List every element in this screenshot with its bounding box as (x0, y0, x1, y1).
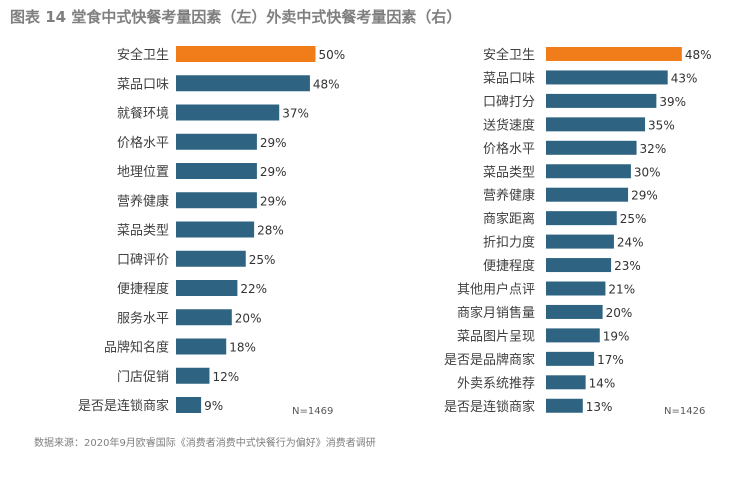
takeout-category-label: 菜品类型 (483, 165, 535, 180)
takeout-value-label: 24% (617, 236, 644, 250)
takeout-chart: 安全卫生 48% 菜品口味 43% 口碑打分 39% 送货速度 35% 价格水平 32% 菜品类型 3… (444, 47, 712, 417)
dinein-value-label: 29% (260, 136, 287, 150)
takeout-category-label: 营养健康 (483, 188, 535, 204)
dinein-value-label: 48% (313, 77, 340, 91)
takeout-category-label: 商家距离 (483, 211, 535, 227)
takeout-category-label: 菜品口味 (483, 71, 535, 86)
dinein-category-label: 口碑评价 (117, 252, 169, 268)
dinein-category-label: 菜品类型 (117, 224, 169, 239)
takeout-bar (546, 164, 631, 178)
dinein-bar (176, 134, 257, 150)
takeout-value-label: 19% (603, 329, 630, 343)
takeout-value-label: 29% (631, 189, 658, 203)
dinein-bar (176, 222, 254, 238)
takeout-value-label: 25% (620, 212, 647, 226)
dinein-value-label: 18% (229, 341, 256, 355)
takeout-value-label: 14% (589, 376, 616, 390)
takeout-category-label: 便捷程度 (483, 258, 535, 274)
takeout-value-label: 48% (685, 48, 712, 62)
dinein-category-label: 就餐环境 (117, 106, 169, 122)
dinein-bar (176, 105, 279, 121)
takeout-value-label: 17% (597, 353, 624, 367)
dinein-value-label: 28% (257, 224, 284, 238)
dine-in-chart: 安全卫生 50% 菜品口味 48% 就餐环境 37% 价格水平 29% 地理位置 29% 营养健康 2… (78, 46, 345, 417)
takeout-bar (546, 94, 656, 108)
dinein-category-label: 地理位置 (117, 165, 169, 180)
dinein-category-label: 品牌知名度 (104, 340, 169, 356)
takeout-category-label: 外卖系统推荐 (457, 376, 535, 391)
dinein-bar (176, 251, 246, 267)
dinein-sample-size: N=1469 (292, 406, 333, 417)
takeout-category-label: 价格水平 (483, 141, 535, 157)
takeout-value-label: 20% (606, 306, 633, 320)
takeout-category-label: 折扣力度 (483, 235, 535, 251)
dinein-value-label: 9% (204, 399, 223, 413)
takeout-bar (546, 399, 583, 413)
dinein-category-label: 服务水平 (117, 310, 169, 326)
takeout-category-label: 送货速度 (483, 117, 535, 133)
dinein-value-label: 37% (282, 107, 309, 121)
takeout-bar (546, 117, 645, 131)
takeout-bar (546, 70, 668, 84)
takeout-category-label: 是否是连锁商家 (444, 399, 535, 415)
dinein-category-label: 营养健康 (117, 193, 169, 209)
takeout-value-label: 32% (640, 142, 667, 156)
takeout-bar (546, 258, 611, 272)
dinein-bar (176, 163, 257, 179)
takeout-bar (546, 235, 614, 249)
takeout-bar (546, 305, 603, 319)
dinein-category-label: 便捷程度 (117, 281, 169, 297)
takeout-bar (546, 352, 594, 366)
dinein-category-label: 价格水平 (117, 135, 169, 151)
takeout-value-label: 13% (586, 400, 613, 414)
takeout-category-label: 口碑打分 (483, 94, 535, 110)
dinein-bar (176, 192, 257, 208)
takeout-sample-size: N=1426 (664, 406, 705, 417)
dinein-category-label: 是否是连锁商家 (78, 398, 169, 414)
takeout-bar (546, 328, 600, 342)
dinein-bar (176, 397, 201, 413)
takeout-category-label: 菜品图片呈现 (457, 329, 535, 344)
dinein-value-label: 25% (249, 253, 276, 267)
takeout-value-label: 39% (659, 95, 686, 109)
dinein-category-label: 菜品口味 (117, 77, 169, 92)
dinein-bar (176, 280, 237, 296)
dinein-category-label: 门店促销 (117, 370, 169, 385)
dinein-value-label: 50% (319, 48, 346, 62)
source-note: 数据来源：2020年9月欧睿国际《消费者消费中式快餐行为偏好》消费者调研 (34, 434, 376, 449)
takeout-value-label: 21% (608, 283, 635, 297)
takeout-bar (546, 47, 682, 61)
dinein-value-label: 20% (235, 311, 262, 325)
takeout-category-label: 安全卫生 (483, 47, 535, 63)
takeout-value-label: 35% (648, 118, 675, 132)
dinein-value-label: 29% (260, 165, 287, 179)
takeout-bar (546, 188, 628, 202)
dinein-bar (176, 46, 316, 62)
takeout-value-label: 43% (671, 71, 698, 85)
dinein-bar (176, 339, 226, 355)
takeout-bar (546, 375, 586, 389)
takeout-value-label: 30% (634, 165, 661, 179)
dinein-bar (176, 368, 209, 384)
takeout-category-label: 其他用户点评 (457, 282, 535, 298)
takeout-bar (546, 282, 605, 296)
dinein-value-label: 12% (212, 370, 239, 384)
takeout-category-label: 商家月销售量 (457, 305, 535, 321)
takeout-bar (546, 141, 637, 155)
takeout-bar (546, 211, 617, 225)
dinein-value-label: 22% (240, 282, 267, 296)
dinein-bar (176, 309, 232, 325)
dinein-value-label: 29% (260, 194, 287, 208)
takeout-category-label: 是否是品牌商家 (444, 352, 535, 368)
dinein-category-label: 安全卫生 (117, 47, 169, 63)
dinein-bar (176, 75, 310, 91)
takeout-value-label: 23% (614, 259, 641, 273)
